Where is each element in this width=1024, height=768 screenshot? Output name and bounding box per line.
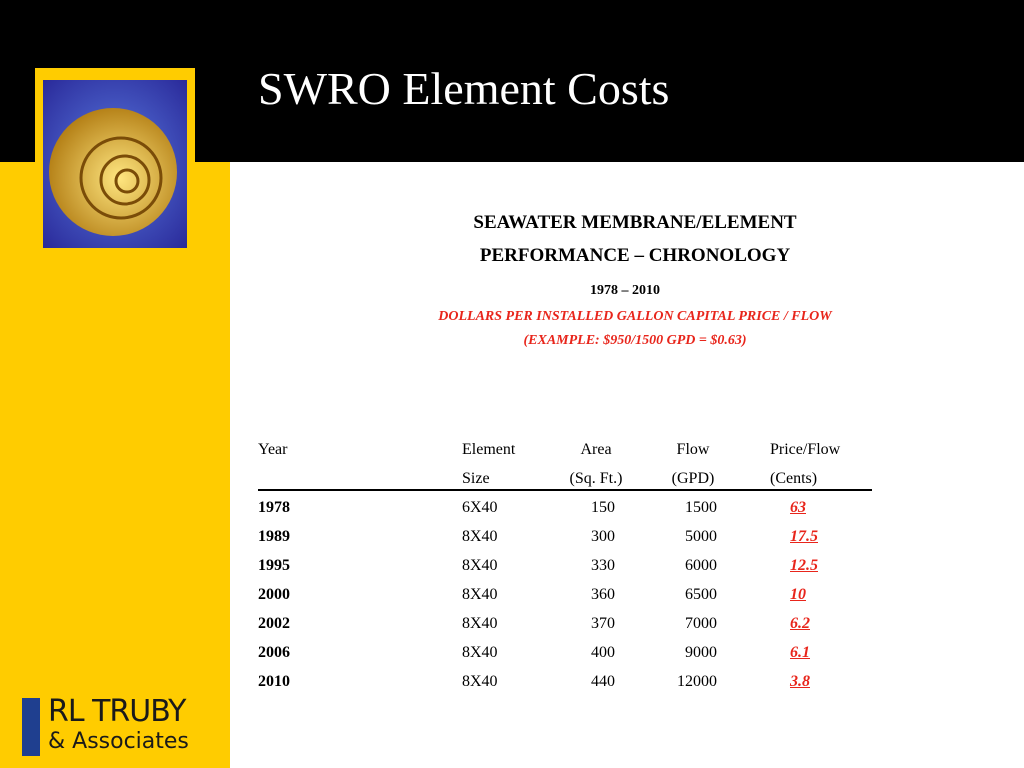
side-band (0, 162, 230, 768)
table-cell: 6.1 (790, 644, 810, 661)
table-cell: 9000 (685, 644, 717, 661)
table-cell: 6500 (685, 586, 717, 603)
year-cell: 2002 (258, 615, 290, 632)
year-cell: 2010 (258, 673, 290, 690)
year-cell: 1978 (258, 499, 290, 516)
column-header: Year (258, 441, 288, 458)
heading-line: PERFORMANCE – CHRONOLOGY (479, 245, 791, 266)
table-cell: 330 (591, 557, 615, 574)
table-cell: 12.5 (790, 557, 818, 574)
table-cell: 7000 (685, 615, 717, 632)
table-cell: 8X40 (462, 557, 498, 574)
table-cell: 63 (790, 499, 806, 516)
table-cell: 17.5 (790, 528, 818, 545)
column-header: Price/Flow (770, 441, 841, 458)
column-header: Size (462, 470, 490, 487)
table-cell: 8X40 (462, 528, 498, 545)
table-cell: 8X40 (462, 586, 498, 603)
header-rule (258, 489, 872, 491)
note: (EXAMPLE: $950/1500 GPD = $0.63) (523, 333, 747, 348)
table-cell: 6X40 (462, 499, 498, 516)
table-cell: 5000 (685, 528, 717, 545)
year-range: 1978 – 2010 (590, 283, 660, 298)
table-cell: 8X40 (462, 615, 498, 632)
table-cell: 6000 (685, 557, 717, 574)
column-header: (GPD) (671, 470, 715, 487)
heading-line: SEAWATER MEMBRANE/ELEMENT (473, 212, 797, 233)
table-cell: 1500 (685, 499, 717, 516)
table-cell: 300 (591, 528, 615, 545)
table-cell: 6.2 (790, 615, 810, 632)
nautilus-image (35, 68, 195, 256)
note: DOLLARS PER INSTALLED GALLON CAPITAL PRI… (438, 309, 832, 324)
year-cell: 2000 (258, 586, 290, 603)
column-header: Area (580, 441, 612, 458)
table-cell: 370 (591, 615, 615, 632)
table-cell: 8X40 (462, 673, 498, 690)
column-header: (Sq. Ft.) (569, 470, 623, 487)
table-cell: 8X40 (462, 644, 498, 661)
year-cell: 1989 (258, 528, 290, 545)
table-cell: 440 (591, 673, 615, 690)
table-cell: 12000 (677, 673, 717, 690)
column-header: Element (462, 441, 516, 458)
table-cell: 360 (591, 586, 615, 603)
logo-sub: & Associates (48, 729, 189, 754)
table-cell: 400 (591, 644, 615, 661)
logo-bar (22, 698, 40, 756)
title: SWRO Element Costs (258, 63, 670, 114)
year-cell: 1995 (258, 557, 290, 574)
table-cell: 10 (790, 586, 806, 603)
column-header: (Cents) (770, 470, 818, 487)
table-cell: 3.8 (790, 673, 810, 690)
column-header: Flow (676, 441, 710, 458)
table-cell: 150 (591, 499, 615, 516)
logo-name: RL TRUBY (48, 694, 186, 729)
year-cell: 2006 (258, 644, 290, 661)
